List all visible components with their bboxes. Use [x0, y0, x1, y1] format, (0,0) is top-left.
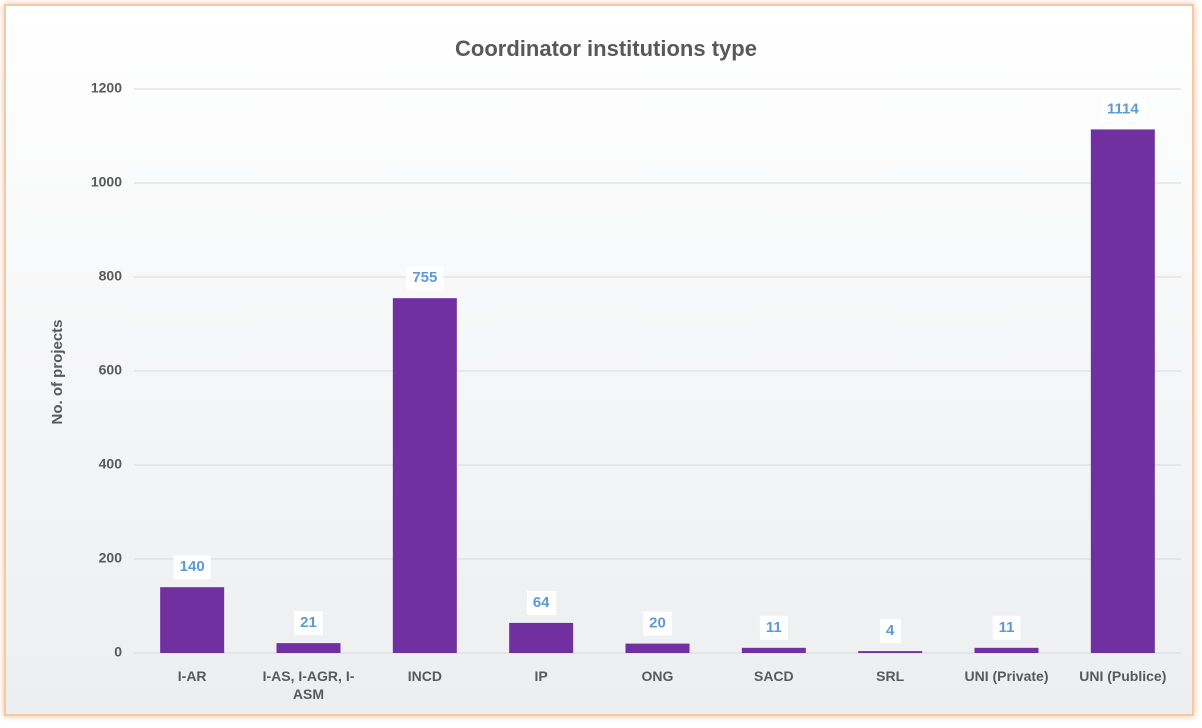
data-label: 4: [886, 622, 895, 639]
bar: [974, 647, 1039, 653]
bar: [625, 643, 690, 653]
y-tick-label: 1000: [91, 174, 122, 190]
y-tick-label: 800: [99, 268, 123, 284]
y-axis-label: No. of projects: [49, 319, 66, 424]
chart: Coordinator institutions type No. of pro…: [49, 36, 1181, 660]
bar: [392, 298, 457, 653]
bar: [741, 647, 806, 653]
x-tick-label: IP: [534, 668, 548, 684]
x-tick-label: ONG: [641, 668, 674, 684]
data-label-box: [173, 555, 211, 580]
chart-title: Coordinator institutions type: [455, 36, 757, 61]
data-label-box: [879, 619, 901, 644]
data-label: 140: [180, 558, 205, 575]
data-label-box: [992, 615, 1021, 640]
x-tick-label: INCD: [407, 668, 442, 684]
bar: [858, 651, 923, 653]
x-tick-label: I-AR: [177, 668, 207, 684]
data-label-box: [526, 590, 557, 615]
y-tick-label: 600: [99, 362, 123, 378]
x-tick-label: SRL: [876, 668, 905, 684]
data-label-box: [759, 615, 788, 640]
y-tick-label: 0: [114, 644, 122, 660]
data-label-box: [406, 266, 444, 291]
data-label: 11: [766, 619, 782, 636]
data-label: 64: [533, 594, 550, 611]
bar: [276, 643, 341, 653]
y-tick-label: 400: [99, 456, 123, 472]
bar: [1090, 129, 1155, 654]
bar: [160, 587, 225, 653]
y-tick-label: 200: [99, 550, 123, 566]
x-tick-label: SACD: [753, 668, 794, 684]
data-label-box: [643, 611, 672, 636]
x-tick-label: UNI (Private): [964, 668, 1049, 684]
x-tick-label: UNI (Publice): [1079, 668, 1167, 684]
data-label: 755: [412, 269, 437, 286]
data-label: 21: [300, 614, 317, 631]
data-label: 11: [999, 619, 1015, 636]
x-tick-label: I-AS, I-AGR, I-ASM: [262, 668, 355, 702]
bar: [509, 622, 574, 653]
chart-frame: Coordinator institutions type No. of pro…: [4, 4, 1194, 716]
data-label-box: [1100, 97, 1146, 122]
data-label: 20: [649, 615, 666, 632]
data-label: 1114: [1107, 100, 1139, 117]
y-tick-label: 1200: [91, 80, 122, 96]
data-label-box: [294, 611, 323, 636]
